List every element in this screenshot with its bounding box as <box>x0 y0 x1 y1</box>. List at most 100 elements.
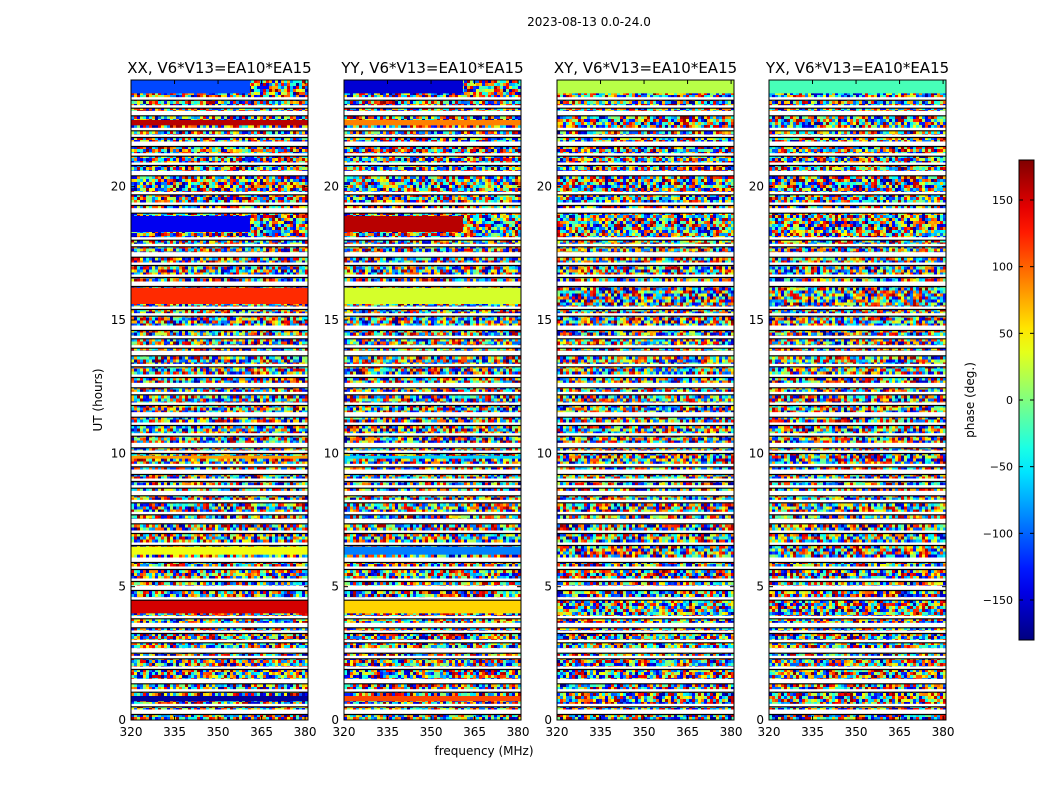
structured-band <box>344 696 521 702</box>
colorbar-tick-label: −100 <box>983 527 1013 540</box>
y-tick-label: 15 <box>111 313 126 327</box>
flagged-row <box>557 655 734 659</box>
flagged-row <box>557 463 734 467</box>
y-tick-label: 15 <box>537 313 552 327</box>
flagged-row <box>131 490 308 496</box>
y-tick-label: 5 <box>331 580 339 594</box>
flagged-row <box>769 442 946 448</box>
flagged-row <box>769 374 946 378</box>
x-tick-label: 335 <box>163 725 186 739</box>
y-tick-label: 15 <box>324 313 339 327</box>
flagged-row <box>344 450 521 454</box>
flagged-row <box>131 252 308 258</box>
flagged-row <box>344 499 521 503</box>
x-tick-label: 350 <box>420 725 443 739</box>
flagged-row <box>344 490 521 496</box>
flagged-row <box>344 281 521 287</box>
flagged-row <box>769 134 946 138</box>
flagged-row <box>557 530 734 534</box>
flagged-row <box>131 313 308 317</box>
flagged-row <box>769 237 946 241</box>
flagged-row <box>769 262 946 266</box>
flagged-row <box>131 402 308 406</box>
flagged-row <box>557 433 734 437</box>
flagged-row <box>344 597 521 601</box>
flagged-row <box>769 490 946 496</box>
structured-band <box>344 600 521 614</box>
flagged-row <box>557 518 734 524</box>
flagged-row <box>131 208 308 214</box>
flagged-row <box>557 281 734 287</box>
flagged-row <box>131 243 308 247</box>
flagged-row <box>769 162 946 166</box>
structured-band <box>344 456 521 459</box>
flagged-row <box>344 518 521 524</box>
flagged-row <box>344 110 521 116</box>
flagged-row <box>344 615 521 619</box>
flagged-row <box>557 170 734 176</box>
flagged-row <box>131 306 308 310</box>
flagged-row <box>131 639 308 643</box>
flagged-row <box>344 274 521 278</box>
flagged-row <box>557 134 734 138</box>
y-tick-label: 10 <box>111 446 126 460</box>
flagged-row <box>344 202 521 206</box>
flagged-row <box>131 433 308 437</box>
flagged-row <box>557 127 734 131</box>
flagged-row <box>344 141 521 147</box>
panel-frame <box>343 79 522 721</box>
flagged-row <box>344 335 521 339</box>
flagged-row <box>557 585 734 591</box>
flagged-row <box>131 485 308 489</box>
figure-suptitle: 2023-08-13 0.0-24.0 <box>527 15 651 29</box>
flagged-row <box>769 433 946 437</box>
flagged-row <box>769 243 946 247</box>
flagged-row <box>344 478 521 482</box>
flagged-row <box>344 630 521 634</box>
flagged-row <box>344 191 521 195</box>
flagged-row <box>769 709 946 715</box>
y-tick-label: 20 <box>111 180 126 194</box>
flagged-row <box>557 306 734 310</box>
flagged-row <box>344 578 521 582</box>
flagged-row <box>131 615 308 619</box>
x-axis-label: frequency (MHz) <box>434 744 533 758</box>
flagged-row <box>557 262 734 266</box>
x-tick-label: 320 <box>333 725 356 739</box>
flagged-row <box>344 485 521 489</box>
flagged-row <box>769 566 946 570</box>
x-tick-label: 365 <box>463 725 486 739</box>
flagged-row <box>769 648 946 654</box>
flagged-row <box>557 648 734 654</box>
y-tick-label: 20 <box>537 180 552 194</box>
flagged-row <box>131 648 308 654</box>
flagged-row <box>769 252 946 258</box>
flagged-row <box>131 518 308 524</box>
flagged-row <box>557 350 734 356</box>
flagged-row <box>131 566 308 570</box>
x-tick-label: 335 <box>801 725 824 739</box>
structured-band <box>344 546 521 555</box>
flagged-row <box>557 374 734 378</box>
flagged-row <box>557 557 734 563</box>
flagged-row <box>769 557 946 563</box>
flagged-row <box>344 689 521 693</box>
structured-band <box>344 80 463 94</box>
flagged-row <box>131 578 308 582</box>
flagged-row <box>344 622 521 628</box>
flagged-row <box>557 313 734 317</box>
flagged-row <box>769 313 946 317</box>
flagged-row <box>769 615 946 619</box>
y-tick-label: 5 <box>756 580 764 594</box>
flagged-row <box>557 709 734 715</box>
panels-group: XX, V6*V13=EA10*EA15 320 335 350 365 380 0 5 10 1… <box>111 59 955 739</box>
flagged-row <box>344 237 521 241</box>
flagged-row <box>131 709 308 715</box>
flagged-row <box>344 648 521 654</box>
flagged-row <box>769 363 946 367</box>
flagged-row <box>769 499 946 503</box>
flagged-row <box>131 134 308 138</box>
flagged-row <box>344 703 521 707</box>
flagged-row <box>131 141 308 147</box>
flagged-row <box>769 597 946 601</box>
